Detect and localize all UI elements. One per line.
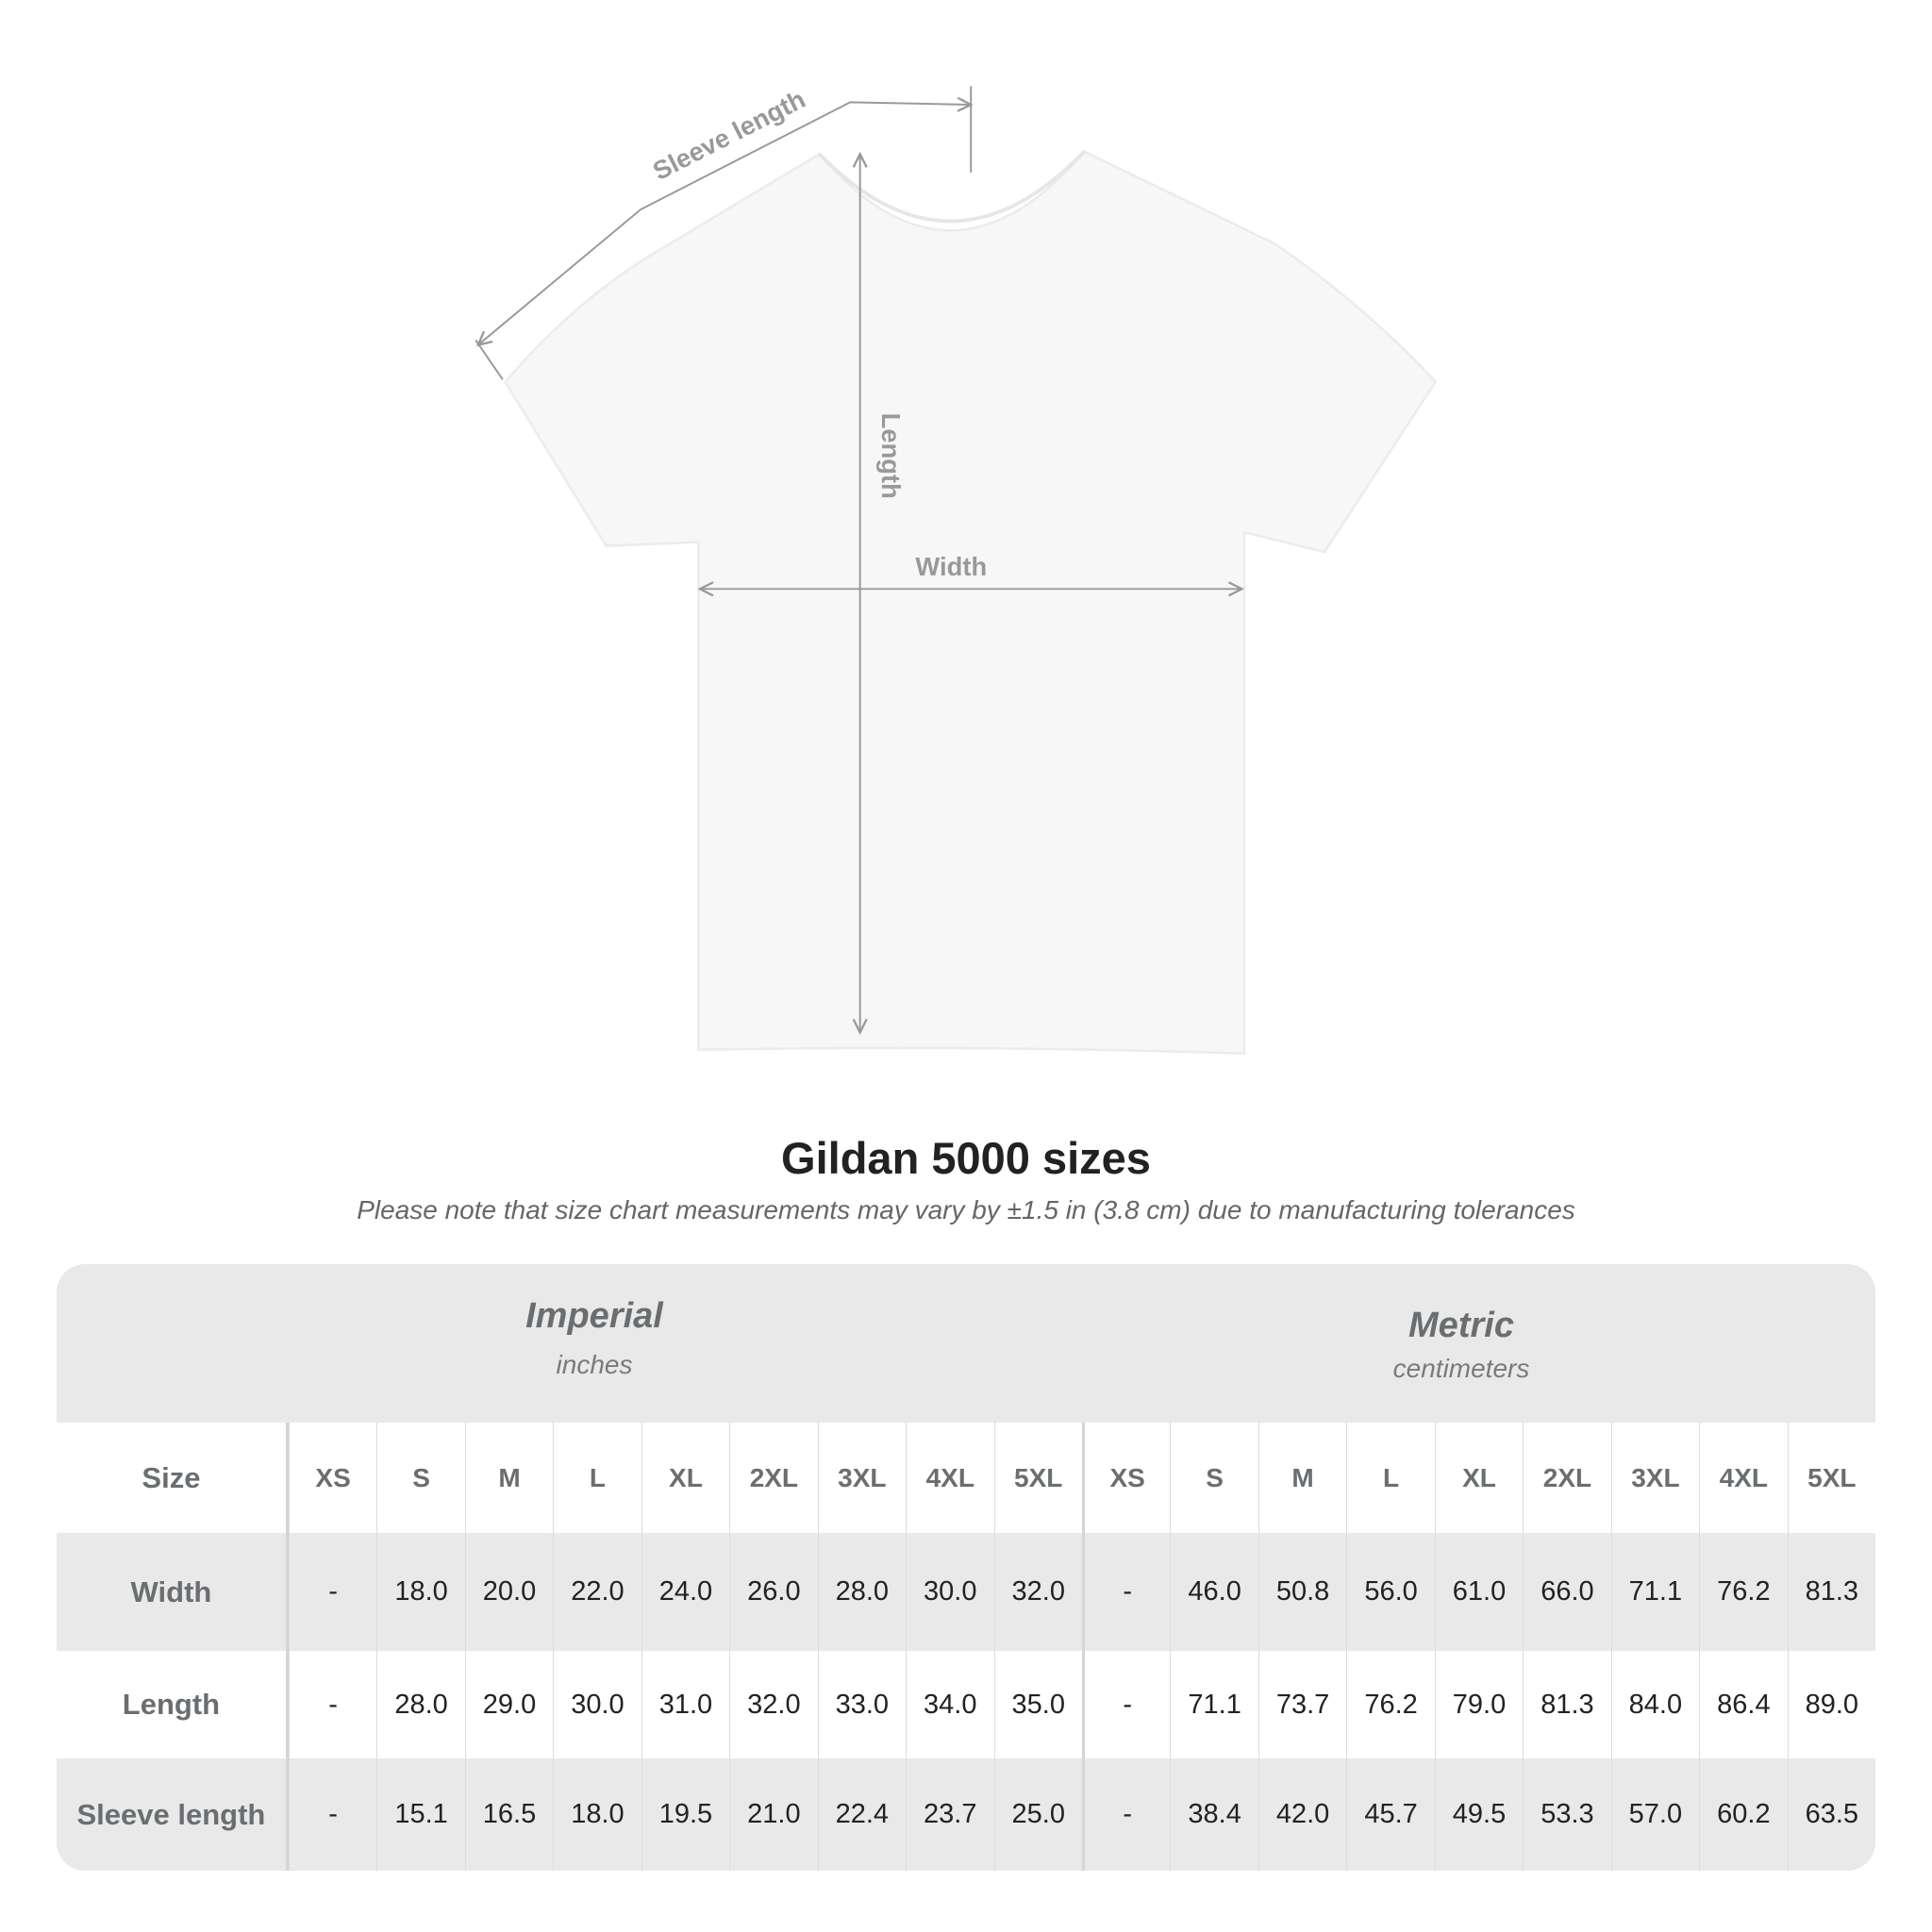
metric-value-cell: 57.0 — [1610, 1758, 1699, 1871]
imperial-value-cell: 16.5 — [464, 1758, 553, 1871]
size-header-row: Size XS S M L XL 2XL 3XL 4XL 5XL XS S M L XL 2XL 3XL 4XL… — [57, 1423, 1875, 1533]
metric-value-cell: 61.0 — [1434, 1533, 1523, 1651]
imperial-size-s: S — [376, 1423, 464, 1533]
imperial-value-cell: 30.0 — [906, 1533, 993, 1651]
metric-value-cell: 79.0 — [1434, 1651, 1523, 1758]
metric-unit: centimeters — [1392, 1354, 1530, 1383]
metric-size-xs: XS — [1081, 1423, 1170, 1533]
metric-value-cell: 73.7 — [1257, 1651, 1346, 1758]
metric-size-5xl: 5XL — [1787, 1423, 1875, 1533]
imperial-value-cell: 32.0 — [993, 1533, 1082, 1651]
imperial-value-cell: 19.5 — [641, 1758, 729, 1871]
metric-value-cell: 71.1 — [1170, 1651, 1257, 1758]
imperial-value-cell: - — [288, 1758, 376, 1871]
table-row: Length -28.0 29.0 30.0 31.0 32.0 33.0 34.0 35.0-… — [57, 1651, 1875, 1758]
metric-value-cell: 56.0 — [1346, 1533, 1434, 1651]
imperial-header: Imperial inches — [311, 1296, 877, 1380]
size-label: Size — [57, 1423, 289, 1533]
metric-size-l: L — [1346, 1423, 1434, 1533]
row-label: Sleeve length — [57, 1758, 289, 1871]
metric-size-4xl: 4XL — [1699, 1423, 1787, 1533]
imperial-value-cell: 22.0 — [553, 1533, 641, 1651]
imperial-size-xl: XL — [641, 1423, 729, 1533]
metric-value-cell: 49.5 — [1434, 1758, 1523, 1871]
metric-value-cell: 76.2 — [1346, 1651, 1434, 1758]
tshirt-shape — [503, 150, 1438, 1056]
metric-value-cell: 84.0 — [1610, 1651, 1699, 1758]
imperial-value-cell: - — [288, 1651, 376, 1758]
metric-value-cell: 46.0 — [1170, 1533, 1257, 1651]
imperial-value-cell: - — [288, 1533, 376, 1651]
metric-value-cell: 45.7 — [1346, 1758, 1434, 1871]
imperial-value-cell: 18.0 — [376, 1533, 464, 1651]
imperial-value-cell: 28.0 — [817, 1533, 906, 1651]
length-label: Length — [876, 413, 906, 499]
metric-value-cell: 60.2 — [1699, 1758, 1787, 1871]
metric-value-cell: - — [1081, 1533, 1170, 1651]
imperial-value-cell: 18.0 — [553, 1758, 641, 1871]
metric-size-3xl: 3XL — [1610, 1423, 1699, 1533]
metric-value-cell: 76.2 — [1699, 1533, 1787, 1651]
table-header-band: Imperial inches Metric centimeters — [57, 1264, 1875, 1423]
size-table: Imperial inches Metric centimeters Size … — [57, 1264, 1875, 1871]
metric-header: Metric centimeters — [1178, 1306, 1744, 1384]
imperial-value-cell: 30.0 — [553, 1651, 641, 1758]
metric-size-m: M — [1257, 1423, 1346, 1533]
metric-title: Metric — [1408, 1306, 1514, 1345]
table-row: Sleeve length -15.1 16.5 18.0 19.5 21.0 22.4 23… — [57, 1758, 1875, 1871]
metric-value-cell: 66.0 — [1523, 1533, 1610, 1651]
metric-value-cell: 71.1 — [1610, 1533, 1699, 1651]
imperial-value-cell: 23.7 — [906, 1758, 993, 1871]
imperial-unit: inches — [556, 1350, 633, 1379]
imperial-size-4xl: 4XL — [906, 1423, 993, 1533]
width-label: Width — [915, 552, 987, 581]
imperial-value-cell: 15.1 — [376, 1758, 464, 1871]
metric-value-cell: - — [1081, 1758, 1170, 1871]
row-label: Width — [57, 1533, 289, 1651]
metric-value-cell: 86.4 — [1699, 1651, 1787, 1758]
sleeve-tick — [475, 339, 504, 380]
metric-size-s: S — [1170, 1423, 1257, 1533]
metric-value-cell: 38.4 — [1170, 1758, 1257, 1871]
imperial-size-3xl: 3XL — [817, 1423, 906, 1533]
imperial-size-5xl: 5XL — [993, 1423, 1082, 1533]
imperial-value-cell: 28.0 — [376, 1651, 464, 1758]
metric-value-cell: - — [1081, 1651, 1170, 1758]
metric-value-cell: 89.0 — [1787, 1651, 1875, 1758]
imperial-value-cell: 20.0 — [464, 1533, 553, 1651]
imperial-size-2xl: 2XL — [729, 1423, 817, 1533]
imperial-value-cell: 34.0 — [906, 1651, 993, 1758]
imperial-value-cell: 21.0 — [729, 1758, 817, 1871]
table-row: Width -18.0 20.0 22.0 24.0 26.0 28.0 30.0 32.0-4… — [57, 1533, 1875, 1651]
imperial-value-cell: 29.0 — [464, 1651, 553, 1758]
row-label: Length — [57, 1651, 289, 1758]
imperial-title: Imperial — [525, 1296, 663, 1336]
metric-value-cell: 42.0 — [1257, 1758, 1346, 1871]
imperial-size-m: M — [464, 1423, 553, 1533]
imperial-value-cell: 26.0 — [729, 1533, 817, 1651]
imperial-value-cell: 35.0 — [993, 1651, 1082, 1758]
imperial-value-cell: 24.0 — [641, 1533, 729, 1651]
sleeve-length-arrow — [478, 102, 971, 344]
tolerance-note: Please note that size chart measurements… — [357, 1195, 1575, 1224]
imperial-value-cell: 25.0 — [993, 1758, 1082, 1871]
metric-size-xl: XL — [1434, 1423, 1523, 1533]
page-title: Gildan 5000 sizes — [781, 1133, 1151, 1183]
metric-value-cell: 63.5 — [1787, 1758, 1875, 1871]
imperial-size-l: L — [553, 1423, 641, 1533]
metric-value-cell: 81.3 — [1523, 1651, 1610, 1758]
imperial-value-cell: 33.0 — [817, 1651, 906, 1758]
imperial-value-cell: 31.0 — [641, 1651, 729, 1758]
imperial-value-cell: 32.0 — [729, 1651, 817, 1758]
imperial-value-cell: 22.4 — [817, 1758, 906, 1871]
metric-value-cell: 53.3 — [1523, 1758, 1610, 1871]
metric-size-2xl: 2XL — [1523, 1423, 1610, 1533]
metric-value-cell: 50.8 — [1257, 1533, 1346, 1651]
metric-value-cell: 81.3 — [1787, 1533, 1875, 1651]
imperial-size-xs: XS — [288, 1423, 376, 1533]
